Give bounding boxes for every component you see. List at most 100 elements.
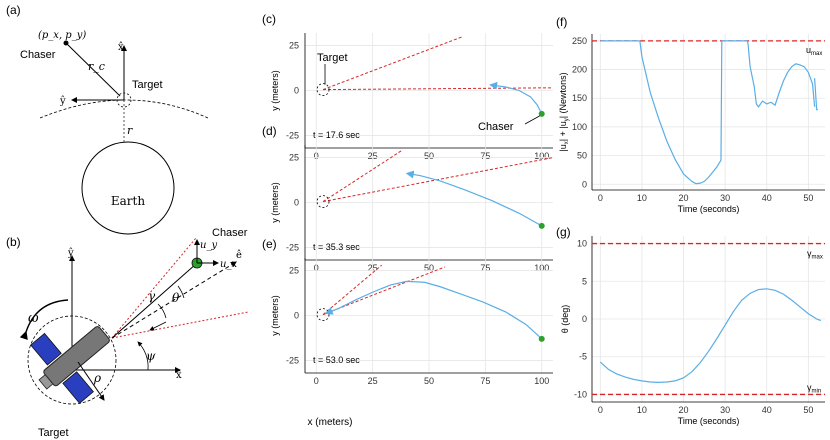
- x-axis-label: Time (seconds): [678, 204, 740, 214]
- earth-circle: [81, 141, 175, 235]
- panel-b: (b) ŷ x̂ ω Target ρ ψ ê γ: [6, 227, 249, 439]
- y-tick-label: 5: [582, 276, 587, 286]
- b-y-hat-label: ŷ: [67, 248, 74, 259]
- y-tick-label: -25: [286, 242, 299, 252]
- omega-arrow: [19, 299, 69, 340]
- y-tick-label: 0: [294, 198, 299, 208]
- umax-subscript: max: [811, 51, 822, 57]
- e-hat-axis: [111, 261, 237, 339]
- time-label: t = 35.3 sec: [313, 242, 360, 252]
- x-tick-label: 100: [534, 376, 549, 386]
- cone-line: [323, 87, 554, 91]
- y-tick-label: 25: [289, 153, 299, 163]
- y-tick-label: -25: [286, 355, 299, 365]
- y-tick-label: 0: [294, 86, 299, 96]
- px-py-label: (p_x, p_y): [38, 30, 86, 41]
- x-tick-label: 20: [679, 405, 689, 415]
- psi-label: ψ: [146, 349, 156, 363]
- chaser-point: [538, 222, 545, 229]
- gamma-label: γ: [148, 289, 156, 303]
- trajectory-panel-e: 25 0 -25 0 25 50 75 100 y (meters) (e) t = 53.0 se…: [262, 237, 553, 386]
- gamma-subscript: max: [812, 255, 823, 261]
- y-tick-label: 0: [294, 311, 299, 321]
- y-axis-label-part: |u: [558, 144, 568, 151]
- target-label-b: Target: [38, 427, 69, 439]
- orbit-arc: [39, 99, 209, 119]
- chaser-point: [538, 335, 545, 342]
- chaser-label-a: Chaser: [20, 49, 56, 61]
- control-effort-line: [639, 40, 816, 185]
- y-tick-label: 25: [289, 41, 299, 51]
- y-axis-label-part: | (Newtons): [558, 72, 568, 118]
- time-label: t = 17.6 sec: [313, 130, 360, 140]
- chaser-label-b: Chaser: [212, 227, 248, 239]
- trajectory-panels: 25 0 -25 0 25 50 75 100 y (meters) (c) t = 17.6 se…: [262, 12, 554, 386]
- x-tick-label: 10: [637, 405, 647, 415]
- target-marker: [316, 83, 330, 97]
- theta-arc: [177, 285, 185, 299]
- x-tick-label: 0: [598, 193, 603, 203]
- uy-label: u_y: [200, 240, 217, 251]
- y-axis-label: y (meters): [270, 295, 280, 336]
- x-tick-label: 20: [679, 193, 689, 203]
- chaser-point: [63, 40, 69, 46]
- psi-arc: [137, 341, 149, 371]
- omega-label: ω: [28, 311, 39, 326]
- x-tick-label: 50: [424, 376, 434, 386]
- x-tick-label: 0: [314, 376, 319, 386]
- chaser-label: Chaser: [478, 121, 514, 133]
- x-tick-label: 0: [598, 405, 603, 415]
- panel-a-label: (a): [6, 3, 21, 17]
- cone-angle-arrow: [149, 321, 167, 331]
- rc-line: [65, 42, 121, 97]
- y-tick-label: 0: [582, 314, 587, 324]
- traj-xlabel: x (meters): [308, 417, 353, 428]
- y-tick-label: 50: [577, 151, 587, 161]
- chaser-point: [538, 110, 545, 117]
- cone-line-upper: [111, 237, 197, 339]
- time-label: t = 53.0 sec: [313, 355, 360, 365]
- trajectory-line: [489, 81, 543, 115]
- y-tick-label: 0: [582, 179, 587, 189]
- target-satellite: [30, 326, 110, 404]
- panel-b-label: (b): [6, 235, 21, 249]
- x-axis-label: Time (seconds): [678, 416, 740, 426]
- r-label: r: [127, 124, 133, 137]
- y-axis-label: |ux| + |uy| (Newtons): [558, 72, 570, 151]
- gamma-min-label: γmin: [807, 382, 821, 394]
- chaser-pointer: [524, 115, 540, 125]
- y-tick-label: -10: [574, 389, 587, 399]
- b-x-hat-label: x̂: [176, 370, 182, 381]
- y-tick-label: 150: [572, 93, 587, 103]
- y-tick-label: 100: [572, 122, 587, 132]
- panel-a: (a) Earth r x̂ ŷ r_c (p_x, p_y) Chaser T…: [6, 3, 209, 235]
- y-tick-label: 200: [572, 65, 587, 75]
- rc-label: r_c: [88, 60, 105, 73]
- rho-label: ρ: [93, 371, 101, 385]
- theta-label: θ: [172, 291, 180, 305]
- x-hat-label: x̂: [118, 42, 124, 53]
- cone-line: [322, 149, 403, 203]
- panel-f: 0 50 100 150 200 250 0 10 20 30 40 50 Time (seconds)…: [556, 15, 825, 214]
- gamma-subscript: min: [812, 388, 822, 394]
- cone-line-lower: [111, 311, 249, 339]
- x-tick-label: 75: [480, 376, 490, 386]
- x-tick-label: 10: [637, 193, 647, 203]
- gamma-arc: [157, 303, 167, 319]
- panel-label: (c): [262, 12, 276, 26]
- x-tick-label: 50: [803, 193, 813, 203]
- y-hat-label: ŷ: [59, 96, 66, 107]
- panel-label: (g): [556, 225, 571, 239]
- rho-arrow: [77, 361, 105, 401]
- panel-label: (f): [556, 15, 567, 29]
- cone-line: [322, 157, 554, 203]
- trajectory-line: [405, 170, 543, 227]
- control-effort-line: [813, 78, 818, 111]
- y-axis-label-part: y: [564, 118, 570, 121]
- x-tick-label: 40: [762, 405, 772, 415]
- earth-label: Earth: [111, 194, 145, 208]
